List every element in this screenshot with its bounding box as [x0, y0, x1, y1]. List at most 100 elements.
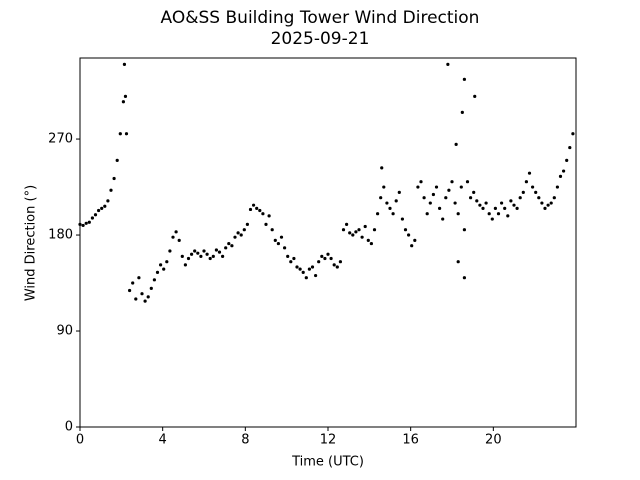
data-point	[261, 212, 265, 216]
data-point	[391, 212, 395, 216]
data-point	[454, 142, 458, 146]
data-point	[320, 254, 324, 258]
data-point	[469, 196, 473, 200]
data-point	[465, 180, 470, 184]
data-point	[134, 297, 138, 301]
data-point	[459, 185, 463, 189]
data-point	[410, 244, 414, 248]
data-point	[512, 203, 516, 207]
data-point	[295, 265, 299, 269]
chart-title: AO&SS Building Tower Wind Direction	[161, 8, 480, 28]
data-point	[416, 185, 420, 189]
data-point	[279, 235, 284, 239]
data-point	[372, 228, 377, 232]
data-point	[394, 199, 398, 203]
data-point	[521, 190, 525, 194]
y-axis-label: Wind Direction (°)	[24, 185, 39, 301]
data-point	[329, 256, 333, 261]
data-point	[186, 256, 191, 261]
data-point	[199, 254, 203, 258]
data-point	[286, 254, 290, 258]
data-point	[543, 206, 547, 210]
data-point	[558, 174, 563, 178]
data-point	[369, 241, 373, 246]
data-point	[341, 228, 346, 232]
data-point	[159, 263, 163, 267]
data-point	[366, 238, 370, 242]
data-point	[124, 132, 129, 136]
data-point	[487, 212, 491, 216]
data-point	[146, 295, 150, 299]
data-point	[546, 203, 550, 207]
x-tick-label: 0	[76, 433, 84, 448]
data-point	[434, 185, 439, 189]
data-point	[227, 241, 231, 246]
data-point	[453, 201, 457, 205]
data-point	[122, 62, 127, 66]
x-tick-label: 4	[159, 433, 167, 448]
data-point	[540, 201, 544, 205]
data-point	[128, 288, 132, 293]
data-point	[571, 132, 575, 136]
data-point	[531, 185, 535, 189]
data-point	[354, 230, 358, 234]
x-axis-label: Time (UTC)	[291, 455, 364, 470]
data-point	[515, 206, 519, 210]
data-point	[214, 248, 218, 252]
data-point	[174, 230, 178, 234]
data-point	[255, 206, 259, 210]
data-point	[84, 221, 88, 225]
data-point	[310, 265, 315, 269]
data-point	[388, 206, 392, 210]
data-point	[549, 201, 553, 205]
data-point	[283, 246, 287, 250]
data-point	[196, 251, 200, 255]
y-tick-label: 270	[48, 132, 73, 147]
data-point	[264, 222, 268, 226]
data-point	[103, 204, 107, 208]
data-point	[456, 260, 460, 264]
data-point	[208, 256, 212, 261]
data-point	[252, 203, 256, 207]
data-point	[568, 145, 572, 150]
data-point	[118, 132, 122, 136]
data-point	[202, 249, 206, 253]
data-point	[183, 263, 187, 267]
data-point	[314, 273, 318, 278]
y-tick-label: 90	[56, 324, 73, 339]
data-point	[292, 256, 296, 261]
data-point	[217, 250, 222, 254]
data-point	[518, 196, 522, 200]
data-point	[221, 254, 225, 258]
data-point	[230, 244, 234, 248]
data-point	[78, 222, 82, 226]
data-point	[273, 238, 277, 242]
data-point	[162, 267, 166, 271]
x-tick-label: 12	[320, 433, 337, 448]
data-point	[115, 158, 119, 162]
x-tick-label: 20	[485, 433, 502, 448]
data-point	[413, 238, 417, 242]
data-point	[155, 270, 160, 274]
data-point	[447, 188, 451, 192]
data-point	[149, 286, 153, 290]
data-point	[193, 249, 197, 253]
y-tick-label: 180	[48, 228, 73, 243]
data-point	[224, 246, 228, 250]
data-point	[422, 196, 426, 200]
data-point	[456, 212, 460, 216]
data-point	[407, 233, 411, 237]
data-point	[472, 190, 476, 194]
data-point	[93, 213, 98, 217]
data-point	[363, 224, 367, 229]
data-point	[233, 235, 237, 239]
data-point	[345, 222, 349, 226]
data-point	[236, 231, 240, 235]
data-point	[462, 276, 466, 280]
data-point	[565, 158, 569, 162]
data-point	[177, 238, 181, 242]
data-point	[90, 216, 94, 220]
data-point	[143, 299, 147, 303]
data-point	[332, 263, 336, 267]
